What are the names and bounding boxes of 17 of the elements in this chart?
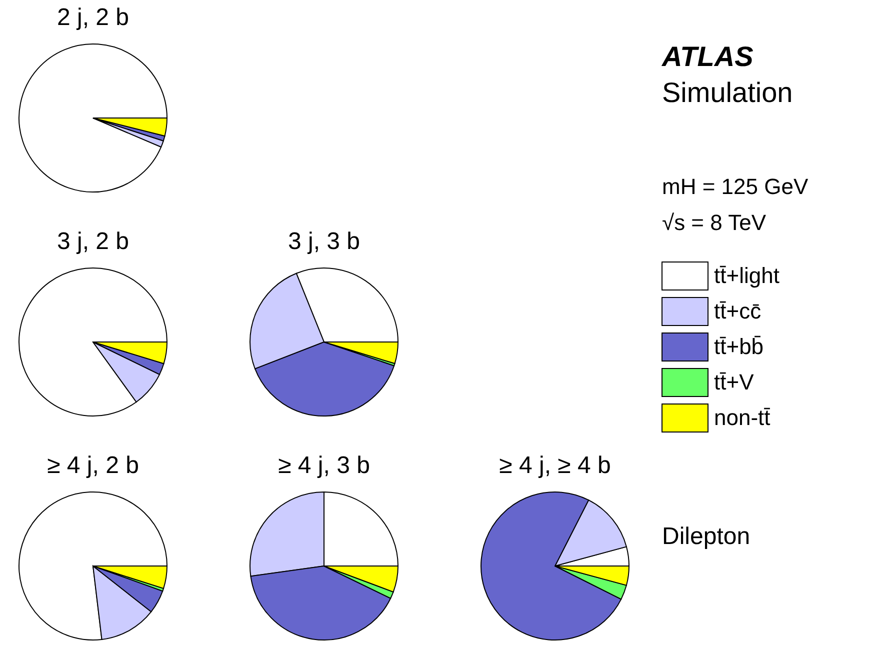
text: √s = 8 TeV bbox=[662, 210, 766, 235]
text: Simulation bbox=[662, 77, 793, 108]
text: ATLAS bbox=[661, 41, 754, 72]
legend-label: tt̄+V bbox=[714, 370, 754, 394]
chart-title: 3 j, 3 b bbox=[288, 228, 360, 255]
text: mH = 125 GeV bbox=[662, 174, 808, 199]
text: Dilepton bbox=[662, 523, 750, 550]
chart-title: ≥ 4 j, ≥ 4 b bbox=[499, 452, 611, 479]
legend-label: tt̄+light bbox=[714, 263, 780, 288]
chart-title: 3 j, 2 b bbox=[56, 228, 130, 255]
pie-slice bbox=[18, 492, 168, 640]
legend-label: tt̄+cc̄ bbox=[714, 298, 762, 324]
legend-label: tt̄+bb̄ bbox=[714, 334, 764, 359]
chart-title: 2 j, 2 b bbox=[56, 4, 130, 31]
chart-title: ≥ 4 j, 2 b bbox=[47, 452, 139, 479]
chart-title: ≥ 4 j, 3 b bbox=[278, 452, 370, 479]
legend-label: non-tt̄ bbox=[714, 405, 770, 430]
